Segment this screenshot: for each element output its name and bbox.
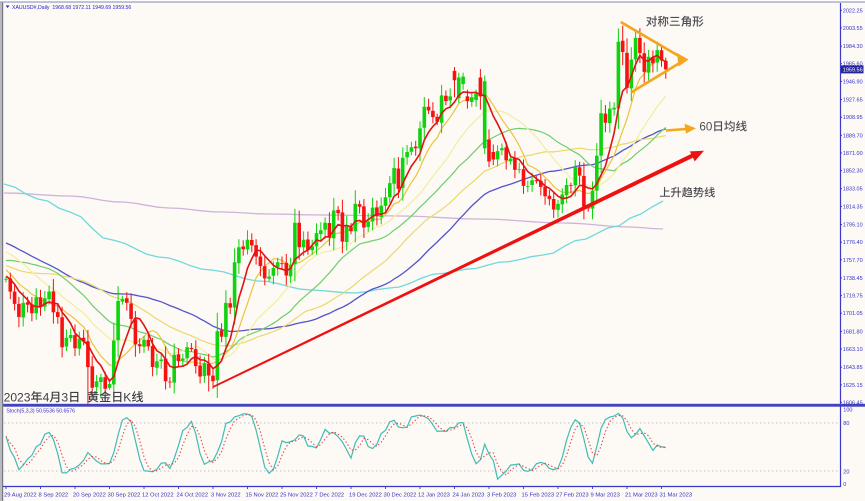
svg-text:1606.45: 1606.45	[843, 400, 863, 406]
svg-text:60: 60	[699, 120, 712, 133]
svg-text:2003.55: 2003.55	[843, 26, 863, 32]
svg-text:31 Mar 2023: 31 Mar 2023	[660, 492, 693, 498]
svg-text:25 Nov 2022: 25 Nov 2022	[280, 492, 313, 498]
svg-text:27 Feb 2023: 27 Feb 2023	[556, 492, 589, 498]
svg-text:15 Feb 2023: 15 Feb 2023	[522, 492, 555, 498]
svg-text:1908.95: 1908.95	[843, 115, 863, 121]
svg-text:30 Dec 2022: 30 Dec 2022	[384, 492, 417, 498]
svg-text:1965.60: 1965.60	[843, 62, 863, 68]
svg-text:12 Jan 2023: 12 Jan 2023	[418, 492, 450, 498]
svg-text:9 Mar 2023: 9 Mar 2023	[591, 492, 620, 498]
svg-text:0: 0	[843, 482, 846, 488]
svg-text:20: 20	[843, 469, 849, 475]
svg-text:80: 80	[843, 421, 849, 427]
svg-text:3 Nov 2022: 3 Nov 2022	[211, 492, 241, 498]
svg-text:24 Jan 2023: 24 Jan 2023	[453, 492, 485, 498]
svg-text:1927.65: 1927.65	[843, 98, 863, 104]
svg-text:7 Dec 2022: 7 Dec 2022	[315, 492, 345, 498]
svg-text:1625.15: 1625.15	[843, 383, 863, 389]
svg-text:2022.25: 2022.25	[843, 8, 863, 14]
svg-text:24 Oct 2022: 24 Oct 2022	[177, 492, 209, 498]
svg-text:1946.90: 1946.90	[843, 79, 863, 85]
svg-text:20 Sep 2022: 20 Sep 2022	[73, 492, 106, 498]
svg-text:1871.00: 1871.00	[843, 151, 863, 157]
svg-text:1814.35: 1814.35	[843, 204, 863, 210]
svg-text:1852.30: 1852.30	[843, 169, 863, 175]
svg-text:XAUUSD#,Daily 1968.68 1972.11: XAUUSD#,Daily 1968.68 1972.11 1949.69 19…	[12, 5, 131, 11]
svg-text:1719.75: 1719.75	[843, 294, 863, 300]
svg-text:1959.56: 1959.56	[843, 68, 863, 74]
svg-text:8 Sep 2022: 8 Sep 2022	[39, 492, 69, 498]
svg-text:3 Feb 2023: 3 Feb 2023	[487, 492, 516, 498]
svg-text:1889.70: 1889.70	[843, 133, 863, 139]
svg-text:1663.10: 1663.10	[843, 347, 863, 353]
svg-text:19 Dec 2022: 19 Dec 2022	[349, 492, 382, 498]
svg-text:29 Aug 2022: 29 Aug 2022	[4, 492, 37, 498]
svg-text:Stoch(5,3,3) 50.5536 50.6576: Stoch(5,3,3) 50.5536 50.6576	[6, 409, 75, 415]
svg-text:100: 100	[843, 407, 852, 413]
svg-text:21 Mar 2023: 21 Mar 2023	[625, 492, 658, 498]
svg-text:12 Oct 2022: 12 Oct 2022	[142, 492, 174, 498]
svg-text:1833.05: 1833.05	[843, 187, 863, 193]
svg-text:3: 3	[61, 390, 68, 404]
svg-text:1776.40: 1776.40	[843, 240, 863, 246]
svg-text:1757.70: 1757.70	[843, 258, 863, 264]
svg-text:1738.45: 1738.45	[843, 276, 863, 282]
svg-text:1643.85: 1643.85	[843, 365, 863, 371]
svg-text:4: 4	[43, 390, 50, 404]
svg-text:K: K	[123, 390, 131, 404]
svg-text:15 Nov 2022: 15 Nov 2022	[246, 492, 279, 498]
svg-text:2023: 2023	[4, 390, 31, 404]
svg-text:1681.80: 1681.80	[843, 329, 863, 335]
svg-text:30 Sep 2022: 30 Sep 2022	[108, 492, 141, 498]
svg-text:1795.10: 1795.10	[843, 223, 863, 229]
svg-text:1984.30: 1984.30	[843, 44, 863, 50]
svg-text:1701.05: 1701.05	[843, 311, 863, 317]
